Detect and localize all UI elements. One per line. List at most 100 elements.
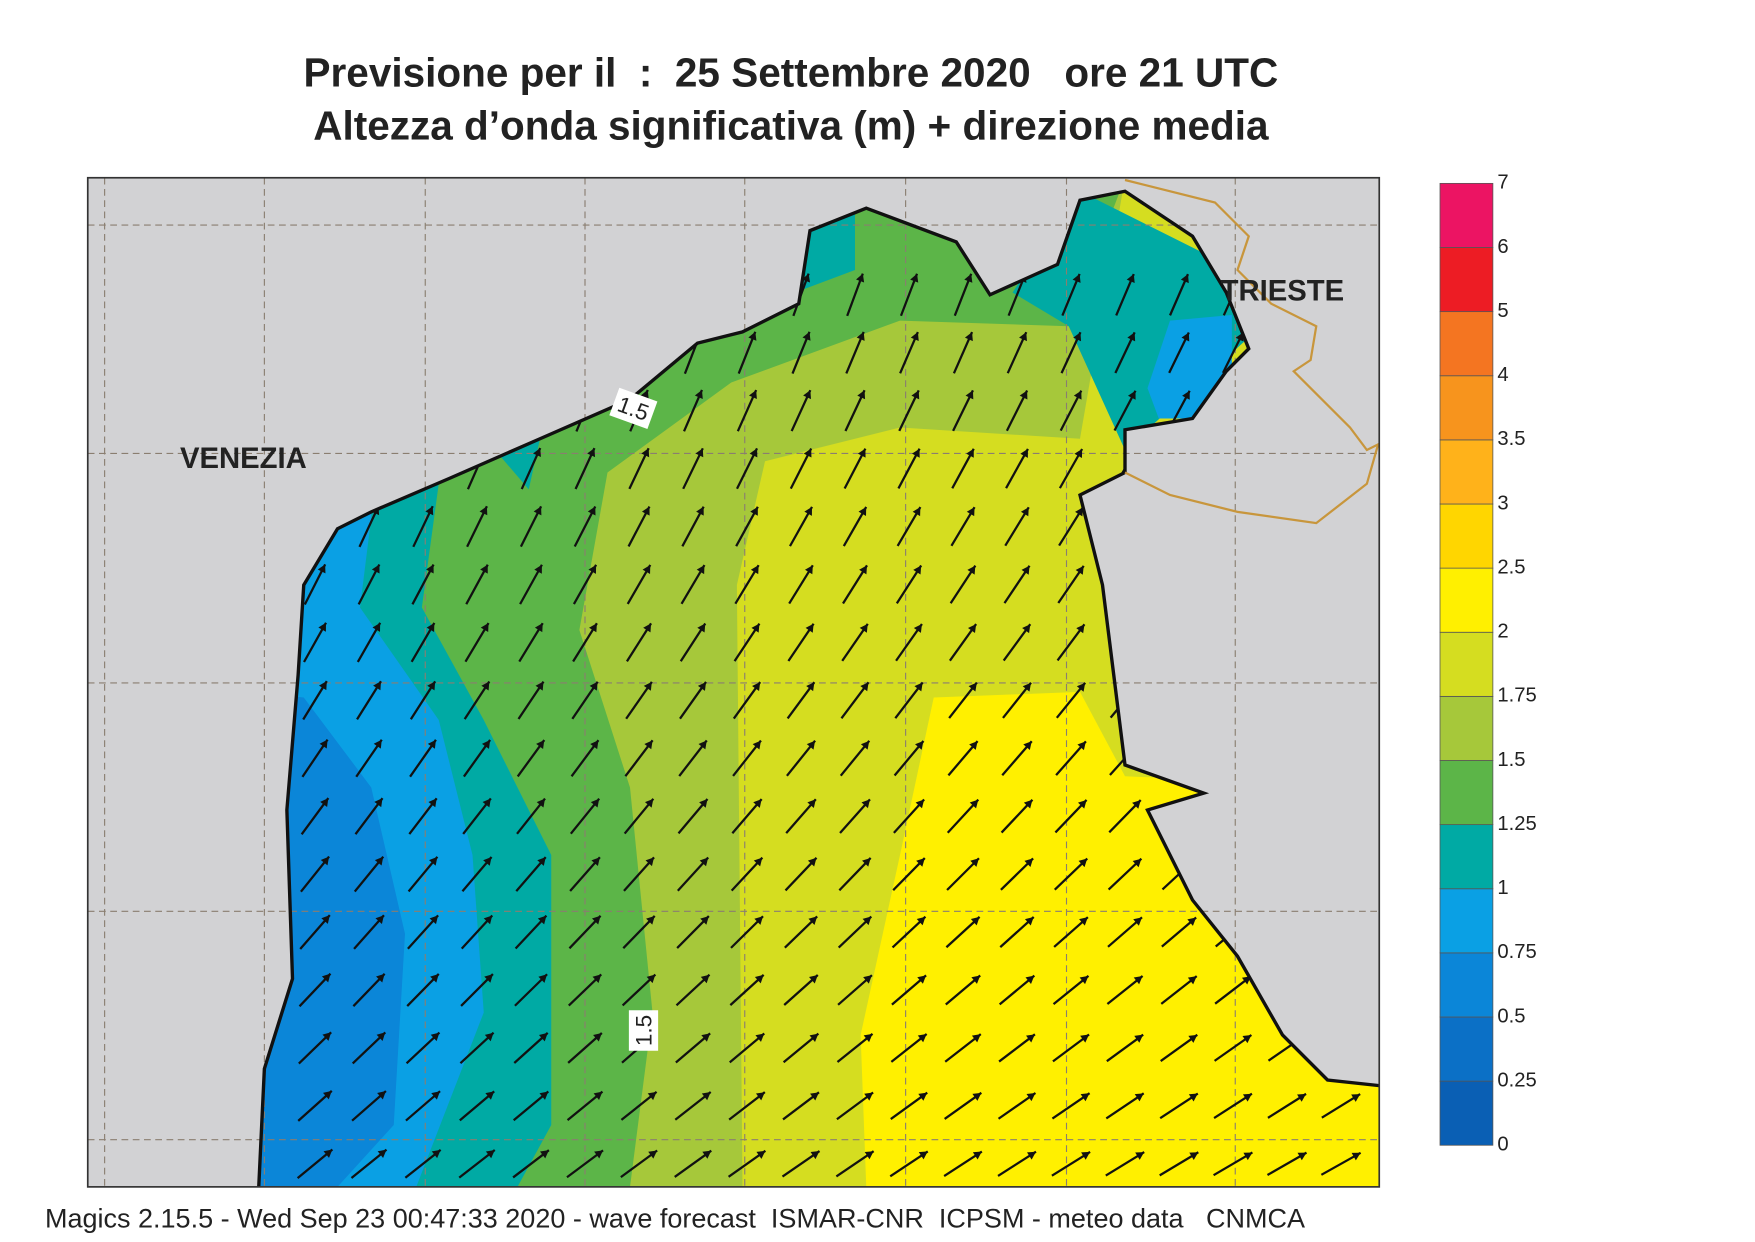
arrow-head <box>321 915 330 924</box>
arrow-head <box>1080 1093 1090 1102</box>
arrow-head <box>1077 799 1087 809</box>
arrow-head <box>1133 975 1143 985</box>
arrow-head <box>1187 976 1197 985</box>
arrow-head <box>697 681 707 691</box>
arrow-head <box>969 799 979 809</box>
arrow-head <box>1189 1152 1199 1161</box>
arrow-head <box>810 1151 820 1160</box>
colorbar-box <box>1439 503 1494 569</box>
arrow-head <box>1023 799 1033 809</box>
arrow-head <box>533 448 541 458</box>
arrow-head <box>641 448 650 458</box>
arrow-head <box>749 448 758 458</box>
arrow-head <box>426 622 435 632</box>
arrow-head <box>590 740 599 750</box>
arrow-head <box>1078 858 1088 868</box>
arrow-head <box>804 506 813 516</box>
contour-label-group: 1.5 <box>628 1010 659 1051</box>
colorbar-box <box>1439 952 1494 1018</box>
arrow-head <box>588 564 597 574</box>
arrow-head <box>809 975 818 984</box>
map-frame <box>86 176 1381 1188</box>
arrow-head <box>1077 741 1086 751</box>
arrow-head <box>640 389 649 399</box>
arrow-head <box>321 973 331 983</box>
arrow-head <box>485 1150 495 1159</box>
colorbar-box <box>1439 375 1494 441</box>
arrow-head <box>322 1032 332 1041</box>
arrow-head <box>428 798 437 808</box>
arrow-head <box>1126 274 1135 283</box>
arrow-head <box>372 622 381 632</box>
arrow-head <box>429 856 438 866</box>
arrow-head <box>915 799 925 809</box>
arrow-head <box>427 739 436 749</box>
arrow-head <box>318 681 327 691</box>
arrow-head <box>537 915 547 925</box>
arrow-head <box>593 1033 602 1042</box>
arrow-head <box>1243 1152 1253 1161</box>
arrow-head <box>808 916 818 925</box>
arrow-head <box>1187 917 1197 926</box>
arrow-head <box>539 1091 549 1100</box>
arrow-head <box>481 681 490 691</box>
arrow-head <box>589 623 597 633</box>
arrow-head <box>805 623 814 633</box>
arrow-head <box>863 1033 873 1043</box>
arrow-head <box>536 798 546 808</box>
arrow-head <box>1073 390 1082 400</box>
arrow-head <box>807 857 817 867</box>
colorbar-box <box>1439 824 1494 890</box>
arrow-head <box>482 798 491 808</box>
arrow-head <box>317 564 326 574</box>
colorbar-label: 1.75 <box>1497 685 1536 707</box>
arrow-head <box>425 506 434 516</box>
arrow-head <box>430 1032 440 1042</box>
arrow-head <box>1132 800 1141 809</box>
arrow-head <box>429 915 439 925</box>
arrow-head <box>862 916 872 926</box>
footer: Magics 2.15.5 - Wed Sep 23 00:47:33 2020… <box>45 1203 1305 1233</box>
arrow-head <box>1351 1152 1361 1161</box>
coastline <box>257 189 1380 1187</box>
arrow-head <box>700 974 710 984</box>
arrow-head <box>1079 917 1088 926</box>
arrow-head <box>701 1033 711 1042</box>
arrow-head <box>965 390 974 400</box>
arrow-head <box>751 623 760 633</box>
arrow-head <box>1135 1152 1145 1160</box>
arrow-head <box>1072 273 1081 283</box>
arrow-head <box>1074 448 1083 458</box>
arrow-head <box>479 506 488 516</box>
colorbar-box <box>1439 888 1494 954</box>
arrow-head <box>913 623 922 633</box>
arrow-head <box>323 1149 333 1158</box>
arrow-head <box>972 1151 982 1160</box>
arrow-head <box>538 1032 548 1042</box>
arrow-head <box>1127 390 1136 400</box>
arrow-head <box>1127 332 1136 342</box>
arrow-head <box>1022 624 1031 634</box>
arrow-head <box>752 682 761 692</box>
arrow-head <box>374 856 384 866</box>
arrow-head <box>912 507 921 517</box>
arrow-head <box>430 973 439 983</box>
arrow-head <box>538 974 548 983</box>
arrow-head <box>966 507 975 517</box>
arrow-head <box>911 390 920 400</box>
contour-label: 1.5 <box>631 1015 656 1046</box>
arrow-head <box>644 740 653 750</box>
colorbar-label: 5 <box>1497 300 1508 322</box>
arrow-head <box>1020 448 1028 458</box>
arrow-head <box>754 974 764 984</box>
arrow-head <box>377 1149 387 1159</box>
arrow-head <box>748 331 757 341</box>
arrow-head <box>756 1150 766 1159</box>
colorbar: 0 0.25 0.5 0.75 1 1.25 1.5 1.75 2 2.5 3 3.5 4 5 6 7 <box>1439 172 1537 1156</box>
arrow-head <box>970 858 979 867</box>
arrow-head <box>1079 975 1089 985</box>
arrow-head <box>320 856 330 866</box>
arrow-head <box>910 273 919 283</box>
arrow-head <box>646 915 655 925</box>
colorbar-box <box>1439 567 1494 633</box>
